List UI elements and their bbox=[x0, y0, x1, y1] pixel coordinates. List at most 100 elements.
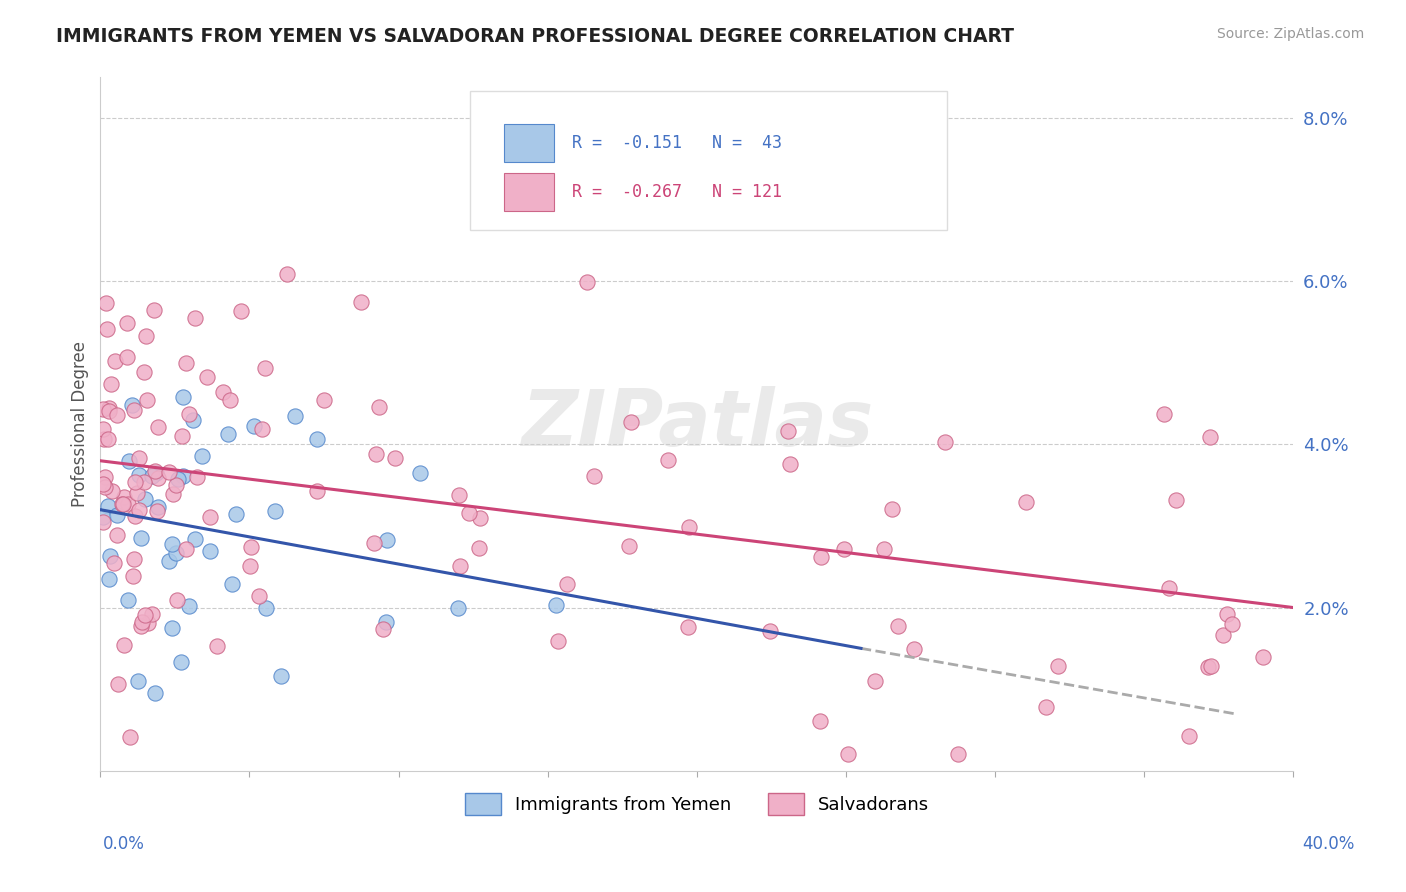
Point bbox=[221, 576, 243, 591]
Point bbox=[371, 622, 394, 636]
Point bbox=[264, 503, 287, 517]
Point bbox=[98, 572, 121, 586]
Point bbox=[122, 551, 145, 566]
Point bbox=[128, 468, 150, 483]
Point bbox=[170, 655, 193, 669]
Point bbox=[98, 549, 121, 563]
Point bbox=[808, 714, 831, 728]
Point bbox=[239, 559, 262, 574]
Point bbox=[121, 398, 143, 412]
Point bbox=[135, 328, 157, 343]
Point bbox=[555, 576, 578, 591]
Point bbox=[207, 640, 229, 654]
Point bbox=[183, 310, 205, 325]
Point bbox=[143, 464, 166, 478]
Bar bbox=[503, 173, 554, 211]
Point bbox=[832, 542, 855, 557]
Point bbox=[186, 470, 208, 484]
Point bbox=[468, 510, 491, 524]
Point bbox=[141, 607, 163, 622]
Point bbox=[98, 403, 121, 417]
FancyBboxPatch shape bbox=[470, 91, 948, 230]
Text: Source: ZipAtlas.com: Source: ZipAtlas.com bbox=[1216, 27, 1364, 41]
Point bbox=[172, 390, 194, 404]
Point bbox=[134, 607, 156, 622]
Point bbox=[105, 528, 128, 542]
Point bbox=[162, 537, 184, 551]
Point bbox=[457, 506, 479, 520]
Point bbox=[103, 557, 125, 571]
Point bbox=[617, 540, 640, 554]
Point bbox=[136, 393, 159, 408]
Point bbox=[115, 316, 138, 330]
Point bbox=[1014, 495, 1036, 509]
Point bbox=[447, 488, 470, 502]
Text: 40.0%: 40.0% bbox=[1302, 835, 1355, 853]
Point bbox=[242, 418, 264, 433]
Point bbox=[305, 484, 328, 499]
Point bbox=[118, 454, 141, 468]
Point bbox=[284, 409, 307, 423]
Point bbox=[240, 541, 263, 555]
Point bbox=[350, 295, 373, 310]
Point bbox=[177, 407, 200, 421]
Text: R =  -0.151   N =  43: R = -0.151 N = 43 bbox=[572, 135, 782, 153]
Point bbox=[184, 533, 207, 547]
Point bbox=[1251, 650, 1274, 665]
Point bbox=[91, 515, 114, 529]
Point bbox=[1199, 658, 1222, 673]
Point bbox=[117, 497, 139, 511]
Point bbox=[873, 541, 896, 556]
Point bbox=[96, 322, 118, 336]
Point bbox=[100, 483, 122, 498]
Point bbox=[1035, 699, 1057, 714]
Point bbox=[136, 616, 159, 631]
Text: R =  -0.267   N = 121: R = -0.267 N = 121 bbox=[572, 183, 782, 201]
Point bbox=[166, 593, 188, 607]
Point bbox=[128, 502, 150, 516]
Point bbox=[934, 435, 956, 450]
Point bbox=[195, 370, 218, 384]
Point bbox=[112, 638, 135, 652]
Point bbox=[107, 508, 129, 522]
Point bbox=[198, 543, 221, 558]
Point bbox=[200, 509, 222, 524]
Point bbox=[117, 592, 139, 607]
Point bbox=[134, 475, 156, 490]
Point bbox=[172, 469, 194, 483]
Point bbox=[165, 546, 187, 560]
Point bbox=[544, 598, 567, 612]
Point bbox=[93, 469, 115, 483]
Point bbox=[880, 502, 903, 516]
Point bbox=[181, 413, 204, 427]
Point bbox=[776, 425, 799, 439]
Point bbox=[124, 475, 146, 489]
Point bbox=[93, 509, 115, 524]
Point bbox=[165, 477, 187, 491]
Point bbox=[120, 730, 142, 744]
Point bbox=[127, 486, 149, 500]
Point bbox=[131, 615, 153, 629]
Point bbox=[1212, 628, 1234, 642]
Point bbox=[191, 449, 214, 463]
Point bbox=[887, 619, 910, 633]
Point bbox=[157, 554, 180, 568]
Bar bbox=[503, 124, 554, 162]
Point bbox=[810, 549, 832, 564]
Point bbox=[1047, 659, 1070, 673]
Point bbox=[91, 477, 114, 491]
Point bbox=[121, 568, 143, 582]
Point bbox=[100, 377, 122, 392]
Y-axis label: Professional Degree: Professional Degree bbox=[72, 341, 89, 507]
Point bbox=[129, 618, 152, 632]
Point bbox=[97, 499, 120, 513]
Point bbox=[231, 304, 253, 318]
Point bbox=[375, 533, 398, 547]
Point bbox=[217, 426, 239, 441]
Point bbox=[1198, 429, 1220, 443]
Point bbox=[218, 392, 240, 407]
Legend: Immigrants from Yemen, Salvadorans: Immigrants from Yemen, Salvadorans bbox=[456, 784, 938, 824]
Point bbox=[657, 453, 679, 467]
Point bbox=[1157, 581, 1180, 595]
Point bbox=[547, 633, 569, 648]
